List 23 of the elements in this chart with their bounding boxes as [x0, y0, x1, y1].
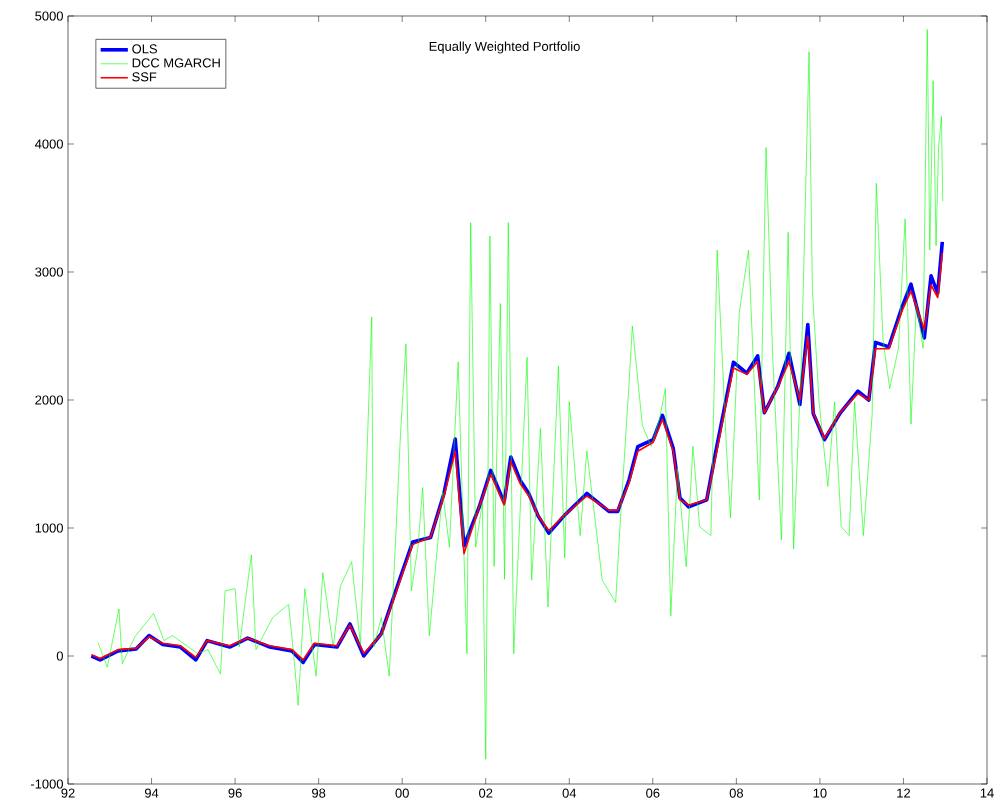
x-tick-label: 00 — [395, 788, 409, 798]
y-tick-label: 3000 — [35, 267, 63, 277]
x-tick-label: 06 — [646, 788, 660, 798]
y-tick-label: 1000 — [35, 523, 63, 533]
y-tick-label: 5000 — [35, 11, 63, 21]
y-tick-label: 2000 — [35, 395, 63, 405]
legend-label: SSF — [132, 72, 157, 82]
x-tick-label: 08 — [729, 788, 744, 798]
x-tick-label: 10 — [813, 788, 827, 798]
x-tick-label: 02 — [479, 788, 493, 798]
x-tick-label: 92 — [61, 788, 75, 798]
legend-label: DCC MGARCH — [132, 58, 220, 68]
x-tick-label: 98 — [312, 788, 326, 798]
x-tick-label: 04 — [562, 788, 577, 798]
x-tick-label: 94 — [144, 788, 159, 798]
y-tick-label: -1000 — [30, 779, 63, 789]
legend-label: OLS — [132, 44, 157, 54]
x-tick-label: 12 — [897, 788, 911, 798]
x-tick-label: 96 — [228, 788, 242, 798]
x-tick-label: 14 — [980, 788, 994, 798]
y-tick-label: 4000 — [34, 139, 63, 149]
y-tick-label: 0 — [56, 651, 63, 661]
text: Equally Weighted Portfolio — [429, 41, 580, 54]
